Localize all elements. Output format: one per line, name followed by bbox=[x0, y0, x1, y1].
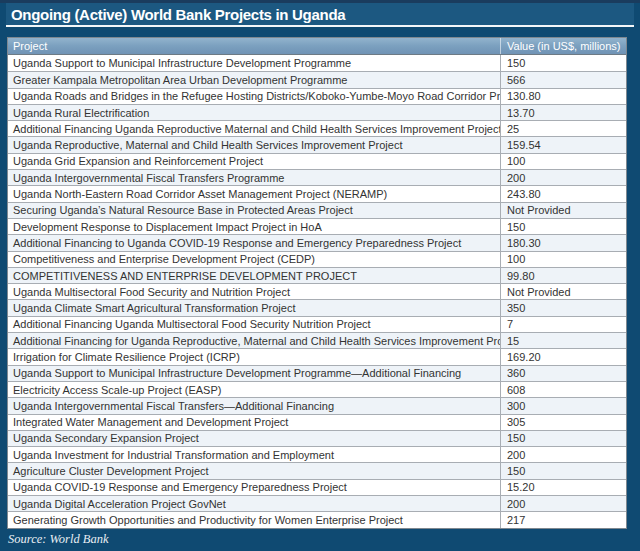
table-row: Generating Growth Opportunities and Prod… bbox=[8, 511, 626, 527]
table-row: Uganda Rural Electrification 13.70 bbox=[8, 104, 626, 120]
project-name-cell: Additional Financing Uganda Reproductive… bbox=[8, 121, 500, 136]
title-bar: Ongoing (Active) World Bank Projects in … bbox=[6, 3, 634, 27]
project-name-cell: Additional Financing Uganda Multisectora… bbox=[8, 317, 500, 332]
page-title: Ongoing (Active) World Bank Projects in … bbox=[6, 6, 345, 23]
column-header-value: Value (in US$, millions) bbox=[500, 38, 626, 54]
project-value-cell: 360 bbox=[500, 366, 626, 381]
table-row: Uganda Climate Smart Agricultural Transf… bbox=[8, 299, 626, 315]
table-row: Additional Financing Uganda Reproductive… bbox=[8, 120, 626, 136]
report-figure: Ongoing (Active) World Bank Projects in … bbox=[0, 0, 640, 551]
project-value-cell: 243.80 bbox=[500, 186, 626, 201]
table-body: Uganda Support to Municipal Infrastructu… bbox=[8, 55, 626, 528]
table-row: Uganda Secondary Expansion Project 150 bbox=[8, 430, 626, 446]
project-name-cell: Competitiveness and Enterprise Developme… bbox=[8, 252, 500, 267]
project-name-cell: Greater Kampala Metropolitan Area Urban … bbox=[8, 72, 500, 87]
project-name-cell: Additional Financing for Uganda Reproduc… bbox=[8, 333, 500, 348]
table-row: Uganda Multisectoral Food Security and N… bbox=[8, 283, 626, 299]
project-value-cell: 15 bbox=[500, 333, 626, 348]
project-value-cell: 200 bbox=[500, 496, 626, 511]
project-value-cell: 608 bbox=[500, 382, 626, 397]
project-name-cell: Uganda Roads and Bridges in the Refugee … bbox=[8, 89, 500, 104]
table-row: Uganda COVID-19 Response and Emergency P… bbox=[8, 479, 626, 495]
project-name-cell: Integrated Water Management and Developm… bbox=[8, 415, 500, 430]
table-row: Uganda Grid Expansion and Reinforcement … bbox=[8, 153, 626, 169]
project-value-cell: 150 bbox=[500, 431, 626, 446]
table-row: Additional Financing for Uganda Reproduc… bbox=[8, 332, 626, 348]
table-row: Securing Uganda’s Natural Resource Base … bbox=[8, 202, 626, 218]
table-row: Uganda Support to Municipal Infrastructu… bbox=[8, 365, 626, 381]
table-row: Uganda Roads and Bridges in the Refugee … bbox=[8, 88, 626, 104]
project-name-cell: Uganda Investment for Industrial Transfo… bbox=[8, 447, 500, 462]
table-row: Uganda Reproductive, Maternal and Child … bbox=[8, 136, 626, 152]
project-value-cell: 159.54 bbox=[500, 137, 626, 152]
project-name-cell: Uganda Grid Expansion and Reinforcement … bbox=[8, 154, 500, 169]
table-row: Uganda Digital Acceleration Project GovN… bbox=[8, 495, 626, 511]
project-name-cell: COMPETITIVENESS AND ENTERPRISE DEVELOPME… bbox=[8, 268, 500, 283]
project-name-cell: Uganda Multisectoral Food Security and N… bbox=[8, 284, 500, 299]
table-row: Uganda Support to Municipal Infrastructu… bbox=[8, 55, 626, 71]
project-name-cell: Uganda Support to Municipal Infrastructu… bbox=[8, 366, 500, 381]
column-header-project: Project bbox=[8, 38, 500, 54]
project-name-cell: Uganda COVID-19 Response and Emergency P… bbox=[8, 480, 500, 495]
project-value-cell: 200 bbox=[500, 447, 626, 462]
project-name-cell: Uganda Reproductive, Maternal and Child … bbox=[8, 137, 500, 152]
project-value-cell: 100 bbox=[500, 154, 626, 169]
table-row: Uganda Intergovernmental Fiscal Transfer… bbox=[8, 169, 626, 185]
project-value-cell: 13.70 bbox=[500, 105, 626, 120]
project-value-cell: 130.80 bbox=[500, 89, 626, 104]
table-row: Agriculture Cluster Development Project … bbox=[8, 462, 626, 478]
table-row: Competitiveness and Enterprise Developme… bbox=[8, 251, 626, 267]
table-row: Irrigation for Climate Resilience Projec… bbox=[8, 348, 626, 364]
project-name-cell: Uganda Secondary Expansion Project bbox=[8, 431, 500, 446]
project-value-cell: Not Provided bbox=[500, 203, 626, 218]
project-value-cell: 100 bbox=[500, 252, 626, 267]
project-name-cell: Irrigation for Climate Resilience Projec… bbox=[8, 349, 500, 364]
project-name-cell: Uganda Rural Electrification bbox=[8, 105, 500, 120]
project-name-cell: Uganda Digital Acceleration Project GovN… bbox=[8, 496, 500, 511]
project-name-cell: Uganda Support to Municipal Infrastructu… bbox=[8, 55, 500, 71]
table-header-row: Project Value (in US$, millions) bbox=[8, 38, 626, 55]
table-row: Development Response to Displacement Imp… bbox=[8, 218, 626, 234]
table-row: Additional Financing Uganda Multisectora… bbox=[8, 316, 626, 332]
project-value-cell: 200 bbox=[500, 170, 626, 185]
project-value-cell: 350 bbox=[500, 300, 626, 315]
source-note: Source: World Bank bbox=[8, 532, 640, 547]
project-name-cell: Additional Financing to Uganda COVID-19 … bbox=[8, 235, 500, 250]
table-row: Additional Financing to Uganda COVID-19 … bbox=[8, 234, 626, 250]
project-value-cell: 150 bbox=[500, 219, 626, 234]
project-name-cell: Generating Growth Opportunities and Prod… bbox=[8, 512, 500, 527]
project-value-cell: 15.20 bbox=[500, 480, 626, 495]
project-value-cell: 150 bbox=[500, 463, 626, 478]
table-row: COMPETITIVENESS AND ENTERPRISE DEVELOPME… bbox=[8, 267, 626, 283]
project-value-cell: 7 bbox=[500, 317, 626, 332]
project-value-cell: 566 bbox=[500, 72, 626, 87]
project-value-cell: 169.20 bbox=[500, 349, 626, 364]
project-name-cell: Uganda Intergovernmental Fiscal Transfer… bbox=[8, 398, 500, 413]
project-name-cell: Development Response to Displacement Imp… bbox=[8, 219, 500, 234]
table-row: Uganda Intergovernmental Fiscal Transfer… bbox=[8, 397, 626, 413]
table-row: Greater Kampala Metropolitan Area Urban … bbox=[8, 71, 626, 87]
project-value-cell: 300 bbox=[500, 398, 626, 413]
project-value-cell: 99.80 bbox=[500, 268, 626, 283]
project-value-cell: 305 bbox=[500, 415, 626, 430]
project-value-cell: Not Provided bbox=[500, 284, 626, 299]
table-row: Integrated Water Management and Developm… bbox=[8, 414, 626, 430]
project-value-cell: 180.30 bbox=[500, 235, 626, 250]
table-row: Uganda North-Eastern Road Corridor Asset… bbox=[8, 185, 626, 201]
project-name-cell: Uganda Intergovernmental Fiscal Transfer… bbox=[8, 170, 500, 185]
project-value-cell: 217 bbox=[500, 512, 626, 527]
project-value-cell: 150 bbox=[500, 55, 626, 71]
table-row: Electricity Access Scale-up Project (EAS… bbox=[8, 381, 626, 397]
project-name-cell: Electricity Access Scale-up Project (EAS… bbox=[8, 382, 500, 397]
project-name-cell: Uganda Climate Smart Agricultural Transf… bbox=[8, 300, 500, 315]
project-name-cell: Uganda North-Eastern Road Corridor Asset… bbox=[8, 186, 500, 201]
projects-table: Project Value (in US$, millions) Uganda … bbox=[7, 37, 627, 529]
table-row: Uganda Investment for Industrial Transfo… bbox=[8, 446, 626, 462]
project-value-cell: 25 bbox=[500, 121, 626, 136]
project-name-cell: Agriculture Cluster Development Project bbox=[8, 463, 500, 478]
project-name-cell: Securing Uganda’s Natural Resource Base … bbox=[8, 203, 500, 218]
